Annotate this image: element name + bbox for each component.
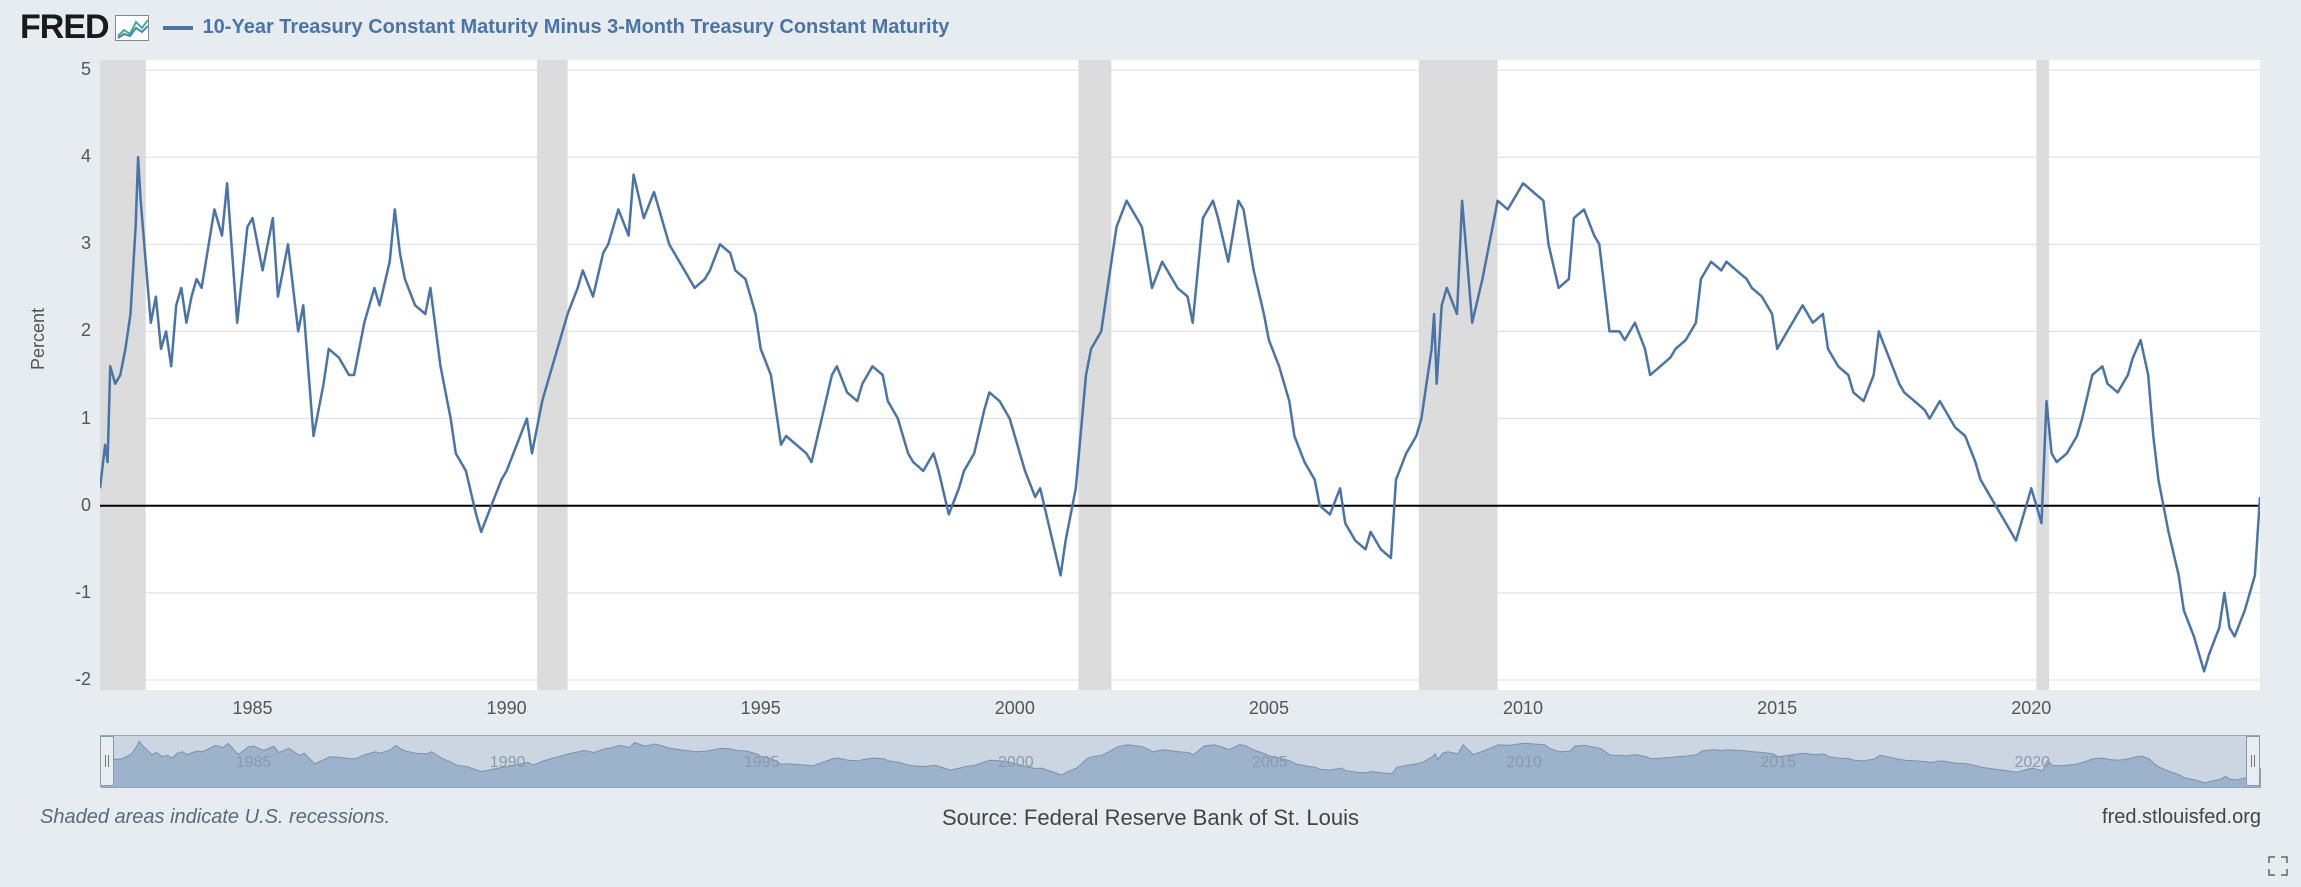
y-tick-label: 2 [51,320,91,341]
navigator-year: 1990 [490,754,526,772]
navigator-year: 2010 [1506,754,1542,772]
navigator-year: 2005 [1252,754,1288,772]
chart-header: FRED 10-Year Treasury Constant Maturity … [0,0,2301,51]
navigator-year: 1985 [236,754,272,772]
navigator-handle-left[interactable] [100,736,114,786]
navigator-svg [101,736,2261,788]
x-tick-label: 2020 [2011,698,2051,719]
x-tick-label: 2005 [1249,698,1289,719]
y-tick-label: 4 [51,146,91,167]
chart-footer: Shaded areas indicate U.S. recessions. S… [0,800,2301,835]
navigator-year: 2000 [998,754,1034,772]
fred-logo[interactable]: FRED [20,8,149,47]
source-text: Source: Federal Reserve Bank of St. Loui… [942,805,1359,831]
x-tick-label: 1985 [232,698,272,719]
x-tick-label: 2010 [1503,698,1543,719]
x-tick-label: 1990 [487,698,527,719]
y-tick-label: 1 [51,408,91,429]
recession-note: Shaded areas indicate U.S. recessions. [40,806,390,829]
y-tick-label: 5 [51,59,91,80]
x-tick-label: 2015 [1757,698,1797,719]
navigator-year: 1995 [744,754,780,772]
y-tick-label: 3 [51,233,91,254]
logo-chart-icon [115,15,149,41]
navigator-year: 2015 [1760,754,1796,772]
time-navigator[interactable]: 1985 1990 1995 2000 2005 2010 2015 2020 [100,735,2260,787]
legend-swatch [163,26,193,30]
site-text: fred.stlouisfed.org [2102,806,2261,829]
x-tick-label: 2000 [995,698,1035,719]
y-tick-label: -1 [51,582,91,603]
navigator-handle-right[interactable] [2246,736,2260,786]
y-tick-label: 0 [51,495,91,516]
legend: 10-Year Treasury Constant Maturity Minus… [163,8,950,39]
y-axis-label: Percent [28,308,49,370]
fullscreen-icon[interactable] [2267,855,2289,877]
x-tick-label: 1995 [741,698,781,719]
chart-svg [100,60,2260,690]
logo-text: FRED [20,8,109,47]
y-tick-label: -2 [51,669,91,690]
navigator-year: 2020 [2014,754,2050,772]
chart-plot-area[interactable] [100,60,2260,690]
legend-label: 10-Year Treasury Constant Maturity Minus… [203,16,950,39]
